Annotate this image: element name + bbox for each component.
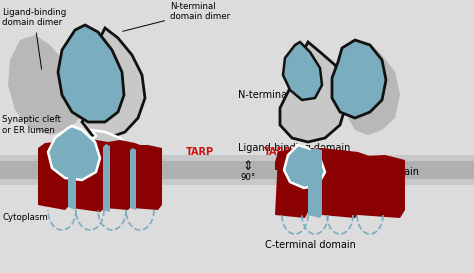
Polygon shape <box>332 40 386 118</box>
Polygon shape <box>308 148 322 218</box>
Text: TARP: TARP <box>186 147 214 157</box>
Polygon shape <box>82 28 145 138</box>
Polygon shape <box>103 144 110 212</box>
Polygon shape <box>283 42 322 100</box>
Polygon shape <box>38 142 70 210</box>
Text: C-terminal domain: C-terminal domain <box>264 240 356 250</box>
Polygon shape <box>130 148 136 210</box>
Polygon shape <box>72 140 105 212</box>
Polygon shape <box>284 145 325 188</box>
Polygon shape <box>38 138 162 162</box>
Text: Synaptic cleft
or ER lumen: Synaptic cleft or ER lumen <box>2 115 61 135</box>
Text: N-terminal domain: N-terminal domain <box>238 90 329 100</box>
Polygon shape <box>275 148 405 170</box>
Bar <box>0 155 474 185</box>
Text: Ligand-binding domain: Ligand-binding domain <box>238 143 350 153</box>
Polygon shape <box>48 126 100 180</box>
Polygon shape <box>68 144 76 210</box>
Text: Cytoplasm: Cytoplasm <box>2 213 48 222</box>
Text: TARP: TARP <box>264 147 292 157</box>
Polygon shape <box>58 25 124 122</box>
Text: Transmembrane domain: Transmembrane domain <box>301 167 419 177</box>
Polygon shape <box>358 155 405 218</box>
Polygon shape <box>275 150 308 218</box>
Text: Ligand-binding
domain dimer: Ligand-binding domain dimer <box>2 8 66 69</box>
Bar <box>0 161 474 179</box>
Text: N-terminal
domain dimer: N-terminal domain dimer <box>123 2 230 31</box>
Polygon shape <box>280 42 346 142</box>
Polygon shape <box>8 35 82 135</box>
Polygon shape <box>132 145 162 210</box>
Polygon shape <box>298 148 340 190</box>
Polygon shape <box>82 130 136 183</box>
Polygon shape <box>105 142 132 210</box>
Text: 90°: 90° <box>240 174 255 182</box>
Polygon shape <box>348 42 400 135</box>
Polygon shape <box>322 150 360 218</box>
Text: ⇕: ⇕ <box>243 161 253 174</box>
